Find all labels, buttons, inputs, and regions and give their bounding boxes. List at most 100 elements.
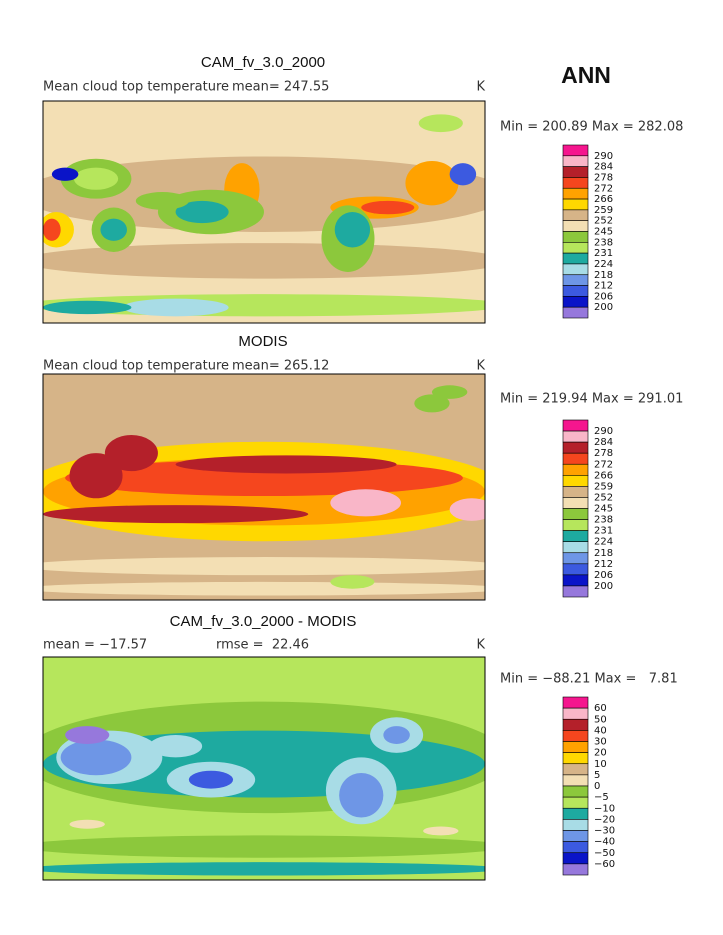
colorbar-box xyxy=(562,785,589,798)
center-label: rmse = 22.46 xyxy=(216,638,309,653)
colorbar-label: 278 xyxy=(594,448,613,459)
colorbar-label: 278 xyxy=(594,172,613,183)
colorbar-label: 0 xyxy=(594,781,600,792)
contour-region xyxy=(383,726,410,744)
map xyxy=(43,101,485,323)
colorbar-box xyxy=(562,475,589,487)
colorbar-label: 224 xyxy=(594,537,613,548)
colorbar-box xyxy=(562,430,589,443)
colorbar-label: 231 xyxy=(594,526,613,537)
colorbar-label: 252 xyxy=(594,492,613,503)
colorbar-box xyxy=(562,252,589,265)
colorbar-label: −30 xyxy=(594,826,615,837)
left-label: mean = −17.57 xyxy=(43,638,147,653)
colorbar-box xyxy=(562,296,589,308)
colorbar-box xyxy=(562,177,589,189)
contour-region xyxy=(43,218,61,241)
panel-title: MODIS xyxy=(238,333,287,350)
contour-region xyxy=(334,212,371,248)
colorbar-label: 272 xyxy=(594,459,613,470)
colorbar-label: 245 xyxy=(594,504,613,515)
colorbar-box xyxy=(562,730,589,742)
colorbar-box xyxy=(562,585,589,598)
panel-title: CAM_fv_3.0_2000 xyxy=(201,54,325,71)
contour-region xyxy=(43,581,485,596)
units-label: K xyxy=(476,359,485,374)
colorbar-label: 266 xyxy=(594,194,613,205)
colorbar-box xyxy=(562,863,589,876)
contour-region xyxy=(449,498,485,521)
contour-region xyxy=(43,505,309,524)
colorbar-box xyxy=(562,541,589,554)
colorbar-box xyxy=(562,306,589,319)
colorbar-label: 252 xyxy=(594,216,613,227)
colorbar-box xyxy=(562,774,589,787)
colorbar-label: 238 xyxy=(594,515,613,526)
map xyxy=(43,374,485,600)
colorbar-box xyxy=(562,144,589,157)
contour-region xyxy=(43,243,485,279)
center-label: mean= 247.55 xyxy=(232,80,329,95)
contour-region xyxy=(69,819,105,829)
range-label: Min = 219.94 Max = 291.01 xyxy=(500,392,683,407)
colorbar-box xyxy=(562,285,589,297)
colorbar-label: 20 xyxy=(594,748,607,759)
colorbar-box xyxy=(562,574,589,587)
colorbar-box xyxy=(562,187,589,200)
colorbar-label: 266 xyxy=(594,470,613,481)
contour-region xyxy=(405,160,459,206)
contour-region xyxy=(122,298,229,317)
colorbar-label: −40 xyxy=(594,837,615,848)
colorbar-box xyxy=(562,198,589,211)
contour-region xyxy=(449,163,477,186)
colorbar-label: 50 xyxy=(594,714,607,725)
colorbar-label: 212 xyxy=(594,559,613,570)
contour-region xyxy=(69,453,123,499)
colorbar-box xyxy=(562,452,589,465)
colorbar-box xyxy=(562,841,589,854)
colorbar-label: −50 xyxy=(594,848,615,859)
colorbar-box xyxy=(562,807,589,820)
contour-region xyxy=(414,394,450,413)
colorbar-box xyxy=(562,707,589,720)
colorbar-box xyxy=(562,852,589,865)
colorbar-label: 284 xyxy=(594,437,613,448)
contour-region xyxy=(43,862,485,876)
colorbar-label: 218 xyxy=(594,270,613,281)
colorbar-label: −20 xyxy=(594,814,615,825)
colorbar-label: 272 xyxy=(594,183,613,194)
panel-title: CAM_fv_3.0_2000 - MODIS xyxy=(170,613,357,630)
colorbar-box xyxy=(562,752,589,765)
colorbar-box xyxy=(562,263,589,276)
contour-region xyxy=(431,385,468,399)
colorbar-label: 10 xyxy=(594,759,607,770)
colorbar-box xyxy=(562,830,589,842)
colorbar-label: 200 xyxy=(594,581,613,592)
colorbar-label: 206 xyxy=(594,570,613,581)
contour-region xyxy=(330,489,402,517)
contour-region xyxy=(361,200,415,215)
colorbar-label: 259 xyxy=(594,481,613,492)
colorbar-box xyxy=(562,486,589,498)
colorbar-box xyxy=(562,497,589,509)
units-label: K xyxy=(476,638,485,653)
contour-region xyxy=(175,200,229,224)
units-label: K xyxy=(476,80,485,95)
contour-region xyxy=(73,167,119,190)
range-label: Min = −88.21 Max = 7.81 xyxy=(500,672,678,687)
colorbar-box xyxy=(562,563,589,576)
colorbar-box xyxy=(562,763,589,776)
colorbar-label: −60 xyxy=(594,859,615,870)
contour-region xyxy=(51,167,79,181)
colorbar-label: 224 xyxy=(594,259,613,270)
colorbar-label: 212 xyxy=(594,281,613,292)
colorbar-box xyxy=(562,242,589,254)
colorbar-box xyxy=(562,155,589,167)
colorbar-box xyxy=(562,441,589,454)
colorbar-box xyxy=(562,741,589,753)
contour-region xyxy=(43,835,485,858)
colorbar-box xyxy=(562,819,589,831)
colorbar-label: 245 xyxy=(594,227,613,238)
colorbar-label: 238 xyxy=(594,237,613,248)
